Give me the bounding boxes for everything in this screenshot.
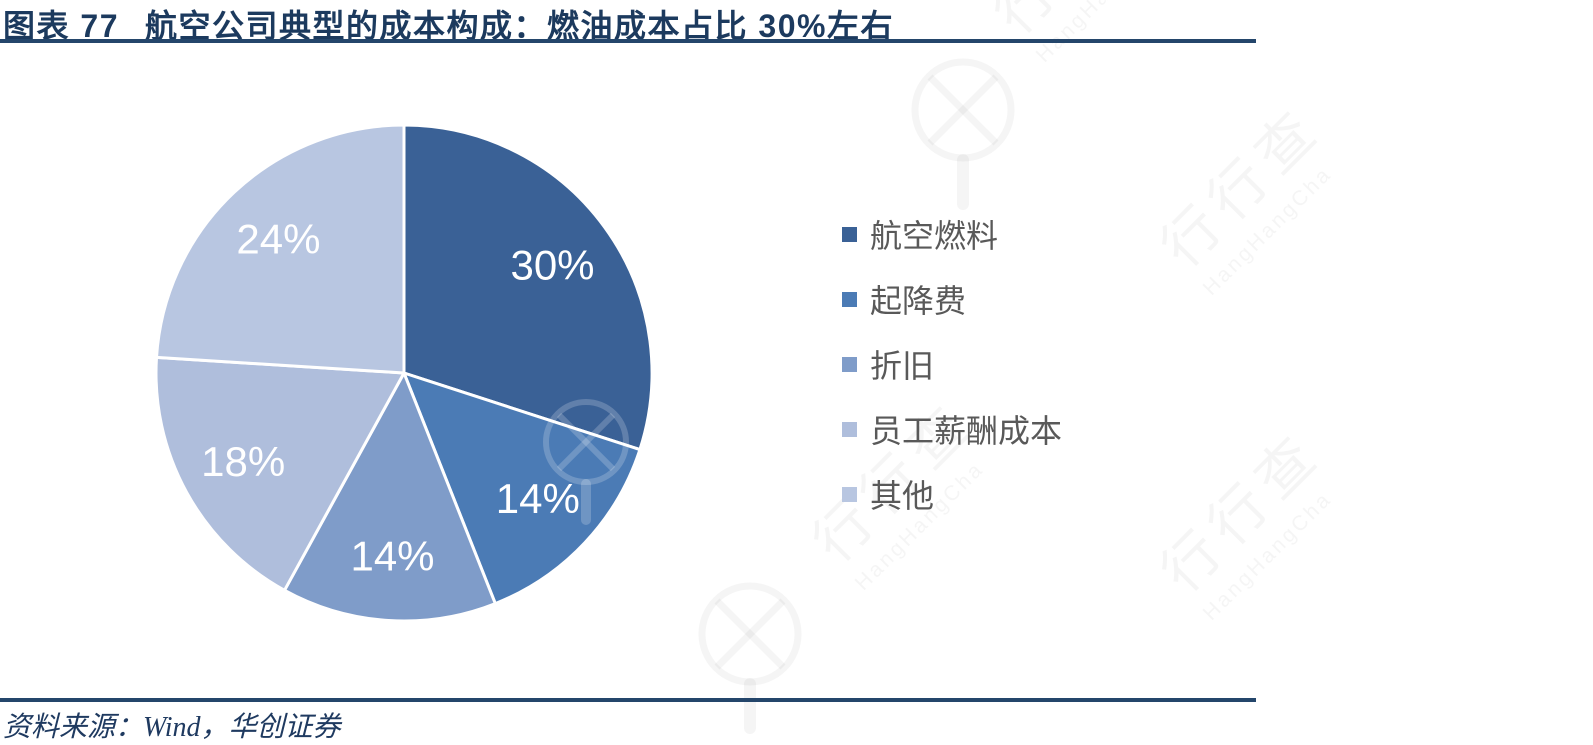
watermark-text: 行行查 HangHangCha <box>1140 85 1356 301</box>
slice-data-label-5: 24% <box>236 216 320 263</box>
source-note: 资料来源：Wind，华创证券 <box>3 712 341 743</box>
legend-label: 航空燃料 <box>870 218 999 254</box>
legend-marker-icon <box>842 356 857 372</box>
magnifier-logo-icon <box>698 582 802 734</box>
pie-slice-1 <box>402 123 654 452</box>
legend-item-1: 航空燃料 <box>842 217 1062 254</box>
legend-marker-icon <box>842 291 857 307</box>
figure-title-text: 航空公司典型的成本构成：燃油成本占比 30%左右 <box>145 8 894 44</box>
legend-label: 起降费 <box>870 283 967 319</box>
legend-marker-icon <box>842 226 857 242</box>
magnifier-logo-icon <box>911 58 1015 210</box>
slice-data-label-2: 14% <box>496 475 580 522</box>
figure-number-label: 图表 77 <box>3 8 119 44</box>
watermark: 行行查 HangHangCha <box>885 0 1170 218</box>
pie-slice-2 <box>402 371 642 606</box>
pie-slice-3 <box>283 371 497 623</box>
legend-label: 折旧 <box>870 348 935 384</box>
legend-item-5: 其他 <box>842 477 1062 514</box>
pie-chart-area: 30% 14% 14% 18% 24% <box>146 115 662 631</box>
watermark-en: HangHangCha <box>1198 162 1337 300</box>
slice-data-label-4: 18% <box>201 438 285 485</box>
slice-data-label-3: 14% <box>350 533 434 580</box>
figure-title: 图表 77 航空公司典型的成本构成：燃油成本占比 30%左右 <box>3 1 894 47</box>
legend-item-3: 折旧 <box>842 347 1062 384</box>
footer-rule <box>0 698 1256 702</box>
legend-label: 员工薪酬成本 <box>870 413 1063 449</box>
legend-item-2: 起降费 <box>842 282 1062 319</box>
watermark-cn: 行行查 <box>1149 94 1334 279</box>
watermark-cn: 行行查 <box>1149 419 1334 604</box>
watermark-text: 行行查 HangHangCha <box>973 0 1189 68</box>
legend-marker-icon <box>842 421 857 437</box>
slice-data-label-1: 30% <box>510 242 594 289</box>
legend-item-4: 员工薪酬成本 <box>842 412 1062 449</box>
pie-chart: 30% 14% 14% 18% 24% <box>154 123 654 623</box>
legend-marker-icon <box>842 486 857 502</box>
watermark-text: 行行查 HangHangCha <box>1140 410 1356 626</box>
watermark-en: HangHangCha <box>1198 487 1337 625</box>
pie-slice-4 <box>154 355 406 592</box>
legend-label: 其他 <box>870 478 935 514</box>
watermark-en: HangHangCha <box>1032 0 1189 68</box>
chart-legend: 航空燃料起降费折旧员工薪酬成本 其他 <box>842 217 1062 542</box>
pie-slice-5 <box>155 123 406 375</box>
title-rule <box>0 39 1256 43</box>
